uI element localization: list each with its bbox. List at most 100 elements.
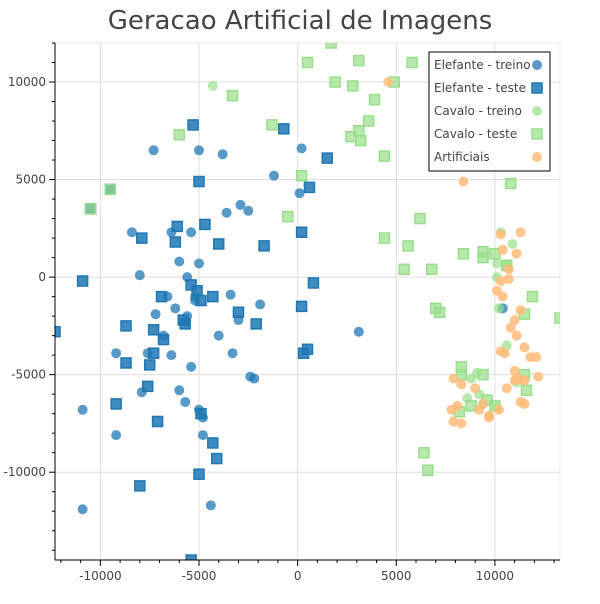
data-point-circle xyxy=(446,404,457,415)
legend: Elefante - treino Elefante - teste Cavalo … xyxy=(428,51,551,172)
series-0 xyxy=(77,143,508,515)
data-point-circle xyxy=(509,365,520,376)
data-point-square xyxy=(378,232,391,244)
x-tick-label: 5000 xyxy=(381,569,412,583)
data-point-square xyxy=(258,240,270,252)
data-point-square xyxy=(414,212,426,225)
data-point-circle xyxy=(493,303,504,314)
data-point-square xyxy=(526,290,539,303)
data-point-circle xyxy=(511,330,522,341)
data-point-square xyxy=(199,218,211,231)
data-point-square xyxy=(151,415,164,428)
data-point-square xyxy=(173,128,186,141)
data-points xyxy=(55,43,560,560)
data-point-square xyxy=(520,384,533,397)
x-tick-label: -10000 xyxy=(79,569,122,583)
data-point-square xyxy=(147,347,160,359)
data-point-circle xyxy=(458,176,469,187)
data-point-square xyxy=(368,93,381,106)
data-point-square xyxy=(155,290,168,303)
data-point-circle xyxy=(519,342,530,353)
data-point-square xyxy=(282,210,294,223)
data-point-circle xyxy=(268,170,279,181)
data-point-circle xyxy=(503,264,514,275)
data-point-circle xyxy=(186,227,197,238)
data-point-circle xyxy=(383,77,394,88)
data-point-square xyxy=(426,263,438,276)
data-point-circle xyxy=(491,258,502,269)
data-point-square xyxy=(212,238,225,250)
data-point-circle xyxy=(170,303,181,314)
legend-marker xyxy=(532,106,542,116)
data-point-square xyxy=(120,357,132,369)
data-point-circle xyxy=(294,188,305,199)
data-point-square xyxy=(157,333,170,346)
data-point-square xyxy=(104,183,116,196)
data-point-square xyxy=(232,306,245,318)
data-point-square xyxy=(136,232,148,244)
data-point-square xyxy=(355,134,367,147)
data-point-circle xyxy=(111,430,122,441)
series-1 xyxy=(55,119,333,560)
data-point-circle xyxy=(174,385,185,396)
legend-marker xyxy=(531,82,543,94)
legend-label: Artificiais xyxy=(434,150,490,164)
data-point-square xyxy=(347,80,359,92)
data-point-square xyxy=(325,43,337,49)
data-point-square xyxy=(185,554,197,560)
data-point-square xyxy=(177,314,189,326)
data-point-square xyxy=(422,464,434,477)
data-point-square xyxy=(193,468,205,480)
data-point-circle xyxy=(531,352,542,363)
data-point-square xyxy=(301,343,314,356)
x-tick-label: 10000 xyxy=(476,569,514,583)
data-point-circle xyxy=(194,258,205,269)
data-point-circle xyxy=(186,361,197,372)
data-point-square xyxy=(211,452,223,465)
data-point-circle xyxy=(519,375,530,386)
data-point-square xyxy=(169,236,182,248)
data-point-circle xyxy=(255,299,266,310)
data-point-square xyxy=(398,263,410,276)
data-point-square xyxy=(191,285,203,297)
data-point-circle xyxy=(503,274,514,285)
data-point-circle xyxy=(296,143,307,154)
y-tick-label: -5000 xyxy=(11,368,46,382)
data-point-circle xyxy=(217,149,228,160)
data-point-circle xyxy=(111,348,122,359)
x-tick-label: 0 xyxy=(294,569,302,583)
chart-title: Geracao Artificial de Imagens xyxy=(107,6,493,36)
data-point-circle xyxy=(515,227,526,238)
data-point-circle xyxy=(505,322,516,333)
data-point-square xyxy=(134,480,146,492)
data-point-square xyxy=(303,181,316,194)
data-point-circle xyxy=(507,238,518,249)
data-point-square xyxy=(185,279,197,291)
data-point-square xyxy=(406,56,418,69)
data-point-circle xyxy=(166,350,177,361)
data-point-circle xyxy=(207,80,218,91)
data-point-square xyxy=(250,318,262,330)
data-point-square xyxy=(295,300,308,313)
data-point-circle xyxy=(243,205,254,216)
data-point-circle xyxy=(221,207,232,218)
data-point-square xyxy=(226,89,239,102)
legend-label: Elefante - treino xyxy=(434,58,531,72)
data-point-circle xyxy=(150,309,161,320)
data-point-circle xyxy=(197,430,208,441)
y-tick-label: 10000 xyxy=(8,75,46,89)
data-point-square xyxy=(193,175,205,188)
data-point-square xyxy=(477,368,489,381)
legend-label: Cavalo - teste xyxy=(434,127,517,141)
data-point-circle xyxy=(470,383,481,394)
data-point-circle xyxy=(225,289,236,300)
data-point-square xyxy=(278,123,290,135)
data-point-square xyxy=(504,177,517,190)
data-point-square xyxy=(295,169,308,182)
data-point-circle xyxy=(174,256,185,267)
legend-box xyxy=(428,51,551,172)
data-point-circle xyxy=(180,396,191,407)
data-point-circle xyxy=(497,244,508,255)
data-point-circle xyxy=(235,199,246,210)
